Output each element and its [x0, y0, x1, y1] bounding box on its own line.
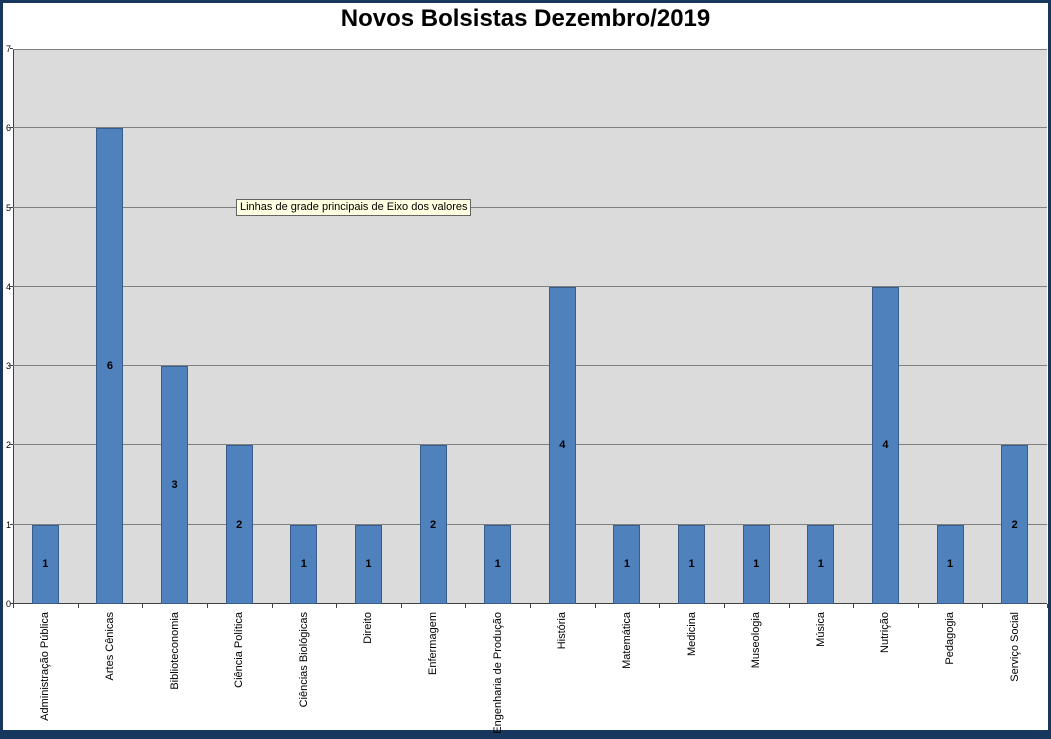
bar-data-label: 1	[42, 558, 49, 571]
x-axis-tick	[142, 604, 144, 608]
bar-14[interactable]	[871, 286, 899, 604]
y-axis-tick	[10, 603, 13, 604]
bar-9[interactable]	[548, 286, 576, 604]
bar-3[interactable]	[161, 366, 189, 604]
y-axis-tick-label: 0	[5, 599, 11, 609]
x-axis-tick	[659, 604, 661, 608]
bar-7[interactable]	[419, 445, 447, 604]
x-axis-category-label: Biblioteconomia	[168, 612, 181, 690]
x-axis-category-label: História	[556, 612, 569, 650]
bar-4[interactable]	[225, 445, 253, 604]
bar-data-label: 3	[171, 479, 178, 492]
y-axis-tick	[10, 365, 13, 367]
gridline[interactable]	[13, 127, 1047, 129]
bar-data-label: 1	[947, 558, 954, 571]
gridline[interactable]	[13, 365, 1047, 367]
bar-10[interactable]	[613, 524, 641, 604]
x-axis-category-label: Serviço Social	[1008, 612, 1021, 682]
x-axis-category-label: Medicina	[685, 612, 698, 657]
y-axis-tick-label: 3	[5, 361, 11, 372]
bar-13[interactable]	[807, 524, 835, 604]
x-axis-tick	[400, 604, 402, 608]
chart-title[interactable]: Novos Bolsistas Dezembro/2019	[340, 5, 711, 32]
x-axis-tick	[917, 604, 919, 608]
bar-1[interactable]	[31, 524, 59, 604]
bar-data-label: 1	[817, 558, 824, 571]
x-axis-category-label: Música	[814, 612, 827, 647]
y-axis-tick	[10, 523, 13, 525]
gridline[interactable]	[13, 285, 1047, 287]
x-axis-tick	[853, 604, 855, 608]
bar-11[interactable]	[678, 524, 706, 604]
gridline[interactable]	[13, 49, 1047, 50]
x-axis-tick	[982, 604, 984, 608]
bar-data-label: 2	[430, 518, 437, 531]
x-axis-category-label: Artes Cênicas	[103, 612, 116, 681]
gridline[interactable]	[13, 206, 1047, 208]
x-axis-category-label: Engenharia de Produção	[491, 612, 504, 734]
bar-data-label: 2	[236, 518, 243, 531]
bar-2[interactable]	[96, 128, 124, 604]
x-axis-category-label: Museologia	[750, 612, 763, 669]
x-axis-category-label: Direito	[362, 612, 375, 644]
y-axis-tick	[10, 48, 13, 49]
x-axis-category-label: Nutrição	[879, 612, 892, 653]
y-axis-tick	[10, 127, 13, 129]
x-axis-category-label: Enfermagem	[427, 612, 440, 675]
bar-8[interactable]	[484, 524, 512, 604]
x-axis-tick	[206, 604, 208, 608]
bar-data-label: 1	[300, 558, 307, 571]
y-axis-tick-label: 5	[5, 202, 11, 213]
gridline[interactable]	[13, 444, 1047, 446]
bar-data-label: 4	[882, 439, 889, 452]
y-axis-tick-label: 1	[5, 519, 11, 530]
x-axis-category-label: Ciência Política	[233, 612, 246, 688]
x-axis-tick	[336, 604, 338, 608]
y-axis-tick-label: 7	[5, 44, 11, 54]
x-axis-line	[13, 603, 1047, 604]
x-axis-tick	[77, 604, 79, 608]
y-axis-tick-label: 6	[5, 123, 11, 134]
bar-data-label: 1	[688, 558, 695, 571]
bar-6[interactable]	[354, 524, 382, 604]
bar-data-label: 4	[559, 439, 566, 452]
y-axis-tick-label: 2	[5, 440, 11, 451]
bar-data-label: 1	[365, 558, 372, 571]
y-axis-tick	[10, 206, 13, 208]
x-axis-tick	[530, 604, 531, 608]
bar-data-label: 6	[106, 360, 113, 373]
gridline-tooltip: Linhas de grade principais de Eixo dos v…	[236, 199, 472, 216]
x-axis-tick	[1047, 604, 1048, 608]
x-axis-tick	[465, 604, 467, 608]
bar-5[interactable]	[290, 524, 318, 604]
bar-12[interactable]	[742, 524, 770, 604]
x-axis-tick	[723, 604, 725, 608]
bar-data-label: 1	[753, 558, 760, 571]
y-axis-tick	[10, 444, 13, 446]
y-axis-tick-label: 4	[5, 281, 11, 292]
x-axis-tick	[594, 604, 596, 608]
y-axis-tick	[10, 285, 13, 287]
bar-16[interactable]	[1001, 445, 1029, 604]
x-axis-category-label: Ciências Biológicas	[297, 612, 310, 708]
x-axis-category-label: Administração Pública	[39, 612, 52, 721]
y-axis-line	[13, 49, 14, 604]
x-axis-category-label: Pedagogia	[944, 612, 957, 665]
gridline[interactable]	[13, 523, 1047, 525]
bar-data-label: 2	[1011, 518, 1018, 531]
bar-data-label: 1	[623, 558, 630, 571]
x-axis-category-label: Matemática	[620, 612, 633, 669]
bar-data-label: 1	[494, 558, 501, 571]
plot-area[interactable]: Linhas de grade principais de Eixo dos v…	[13, 49, 1047, 604]
x-axis-tick	[13, 604, 14, 608]
bar-15[interactable]	[936, 524, 964, 604]
x-axis-tick	[271, 604, 273, 608]
x-axis-tick	[788, 604, 790, 608]
